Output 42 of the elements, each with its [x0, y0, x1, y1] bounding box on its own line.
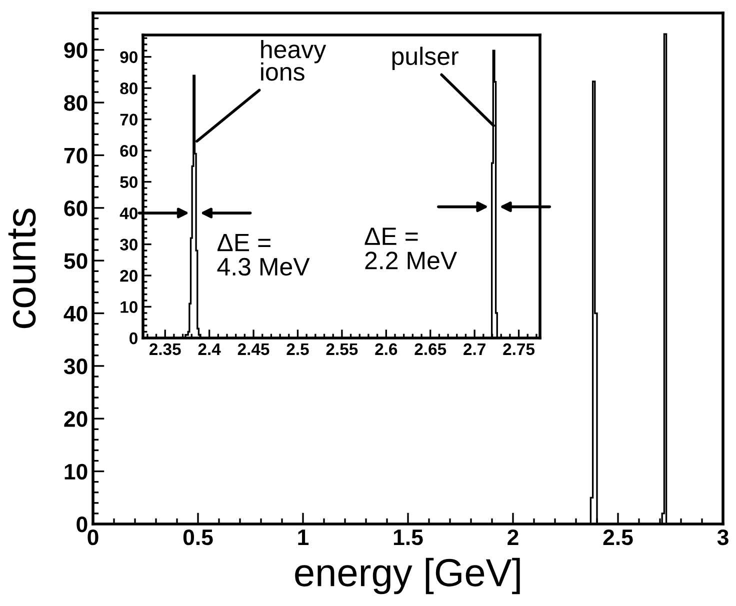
x-tick-label: 3 [717, 529, 728, 546]
y-tick-label: 50 [64, 253, 88, 269]
x-tick-label: 2.55 [326, 343, 358, 356]
x-tick-label: 2.5 [286, 343, 309, 356]
y-tick-label: 0 [130, 332, 138, 344]
y-tick-label: 20 [120, 270, 138, 282]
annotation: pulser [392, 46, 458, 70]
y-tick-label: 70 [64, 148, 88, 164]
x-tick-label: 2.7 [464, 343, 486, 355]
x-tick-label: 2 [508, 529, 518, 545]
x-tick-label: 2.35 [149, 343, 181, 356]
x-tick-label: 2.45 [238, 343, 270, 356]
x-tick-label: 2.6 [375, 343, 398, 356]
x-axis-title: energy [GeV] [295, 558, 520, 594]
annotation: ΔE = 4.3 MeV [217, 234, 310, 276]
y-tick-label: 40 [64, 306, 88, 322]
x-tick-label: 0 [88, 529, 98, 546]
y-tick-label: 30 [120, 238, 138, 251]
y-axis-title: counts [8, 208, 36, 328]
y-tick-label: 60 [64, 200, 88, 216]
y-tick-label: 30 [64, 358, 88, 374]
y-tick-label: 10 [64, 464, 88, 480]
x-tick-label: 2.65 [414, 343, 446, 356]
y-tick-label: 90 [120, 51, 138, 64]
y-tick-label: 40 [120, 207, 138, 220]
x-tick-label: 1 [298, 530, 309, 545]
x-tick-label: 0.5 [183, 529, 213, 546]
y-tick-label: 10 [120, 301, 138, 313]
x-tick-label: 2.75 [503, 343, 535, 356]
y-tick-label: 0 [76, 516, 88, 532]
y-tick-label: 80 [120, 82, 138, 94]
y-tick-label: 70 [120, 114, 138, 126]
y-tick-label: 60 [120, 144, 138, 157]
x-tick-label: 2.5 [603, 529, 633, 546]
x-tick-label: 2.4 [198, 343, 221, 355]
y-tick-label: 50 [120, 176, 138, 188]
x-tick-label: 1.5 [394, 530, 423, 546]
annotation: ΔE = 2.2 MeV [364, 228, 458, 270]
y-tick-label: 20 [64, 411, 88, 427]
annotation: heavy ions [261, 40, 326, 81]
y-tick-label: 90 [64, 42, 88, 58]
y-tick-label: 80 [64, 95, 88, 111]
